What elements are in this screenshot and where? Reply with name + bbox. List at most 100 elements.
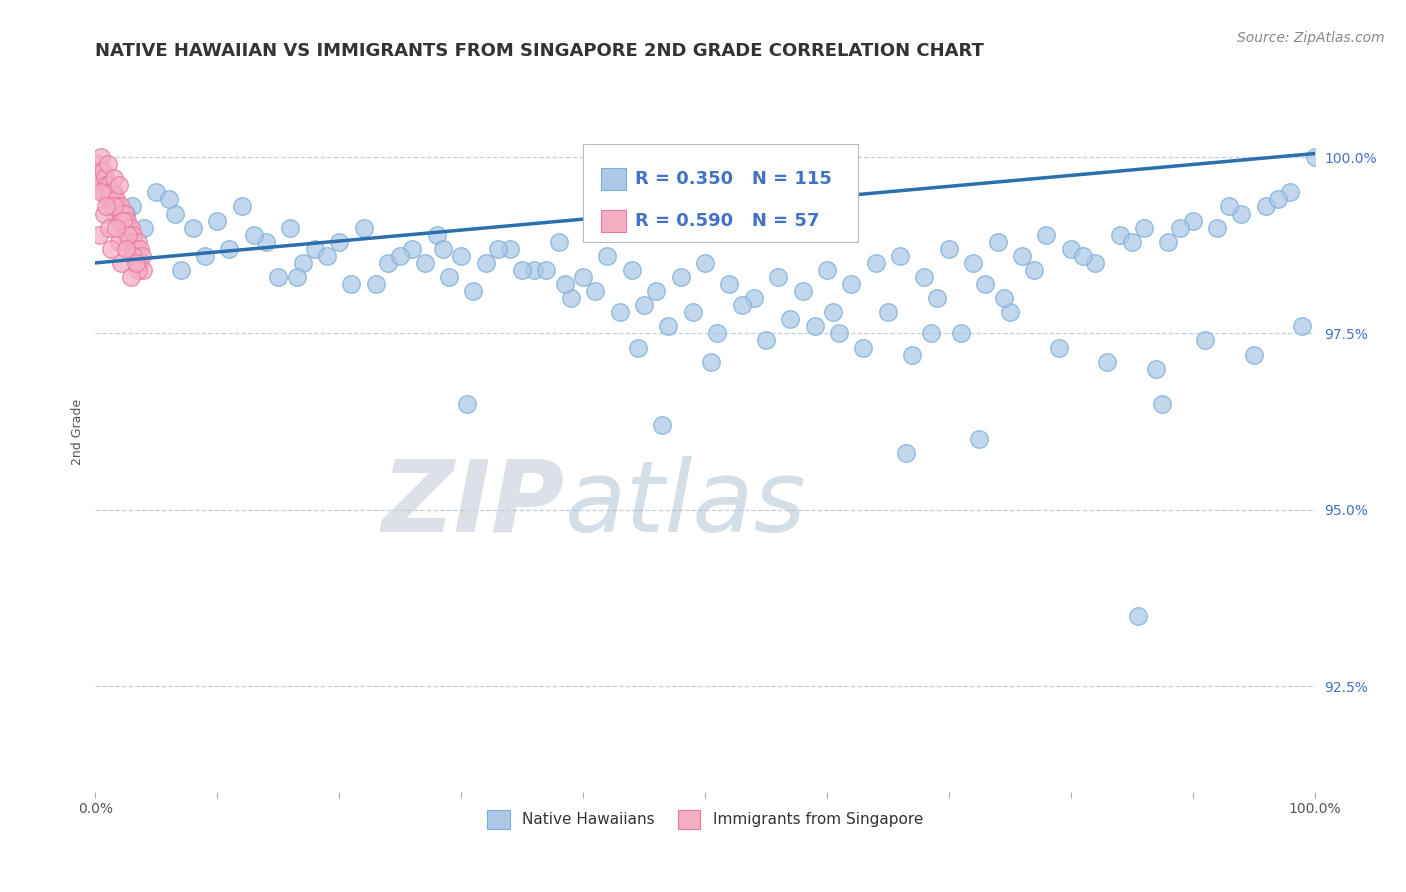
Point [456,397,478,411]
Text: Source: ZipAtlas.com: Source: ZipAtlas.com [1237,31,1385,45]
Point [340,277,363,291]
Point [107,235,129,249]
Text: ZIP: ZIP [382,456,565,553]
Point [207,213,229,227]
Point [609,305,631,319]
Point [1279,186,1302,200]
Point [110,256,132,270]
Point [1126,608,1149,623]
Point [103,186,125,200]
Point [117,227,139,242]
Point [1071,249,1094,263]
Point [1267,193,1289,207]
Point [145,186,167,200]
Point [97,178,120,193]
Point [572,270,595,285]
Point [90,178,112,193]
Point [620,263,643,277]
Point [285,270,308,285]
Point [987,235,1010,249]
Point [93,206,115,220]
Point [950,326,973,341]
Point [218,242,240,256]
Point [432,242,454,256]
Point [974,277,997,291]
Point [651,418,673,433]
Point [547,235,569,249]
Point [583,284,606,298]
Point [87,157,110,171]
Point [105,199,128,213]
Point [1060,242,1083,256]
Point [755,334,778,348]
Point [364,277,387,291]
Text: R = 0.350   N = 115: R = 0.350 N = 115 [636,169,832,187]
Point [93,186,115,200]
Point [1303,150,1326,164]
Point [1243,348,1265,362]
Point [1206,220,1229,235]
Point [134,220,156,235]
Point [901,348,924,362]
Point [117,220,139,235]
Point [304,242,326,256]
Point [865,256,887,270]
Point [1194,334,1216,348]
Point [353,220,375,235]
Point [523,263,546,277]
Point [131,249,153,263]
Point [706,326,728,341]
Point [998,305,1021,319]
Point [1218,199,1240,213]
Point [87,227,110,242]
Point [127,235,149,249]
Point [1084,256,1107,270]
Point [112,213,135,227]
Point [132,263,155,277]
Point [128,256,150,270]
Point [328,235,350,249]
Point [633,298,655,312]
Point [291,256,314,270]
Point [693,256,716,270]
Point [91,164,114,178]
Point [1254,199,1277,213]
Point [730,298,752,312]
Point [450,249,472,263]
Point [87,164,110,178]
Point [669,270,692,285]
Point [170,263,193,277]
Point [114,206,136,220]
Point [536,263,558,277]
Point [120,270,142,285]
Point [779,312,801,326]
Point [194,249,217,263]
Point [115,213,138,227]
Point [96,178,118,193]
Point [90,186,112,200]
Point [742,291,765,305]
Point [103,199,125,213]
Point [792,284,814,298]
Point [852,341,875,355]
Point [1144,361,1167,376]
Point [114,242,136,256]
Point [108,213,131,227]
Point [129,242,152,256]
Point [100,199,122,213]
Point [645,284,668,298]
Point [413,256,436,270]
Point [1133,220,1156,235]
Point [657,319,679,334]
Point [426,227,449,242]
Point [499,242,522,256]
Point [280,220,302,235]
Point [510,263,533,277]
Text: NATIVE HAWAIIAN VS IMMIGRANTS FROM SINGAPORE 2ND GRADE CORRELATION CHART: NATIVE HAWAIIAN VS IMMIGRANTS FROM SINGA… [96,42,984,60]
Point [1024,263,1046,277]
Legend: Native Hawaiians, Immigrants from Singapore: Native Hawaiians, Immigrants from Singap… [481,804,929,835]
Point [1291,319,1313,334]
Point [839,277,862,291]
Point [157,193,180,207]
Point [486,242,509,256]
